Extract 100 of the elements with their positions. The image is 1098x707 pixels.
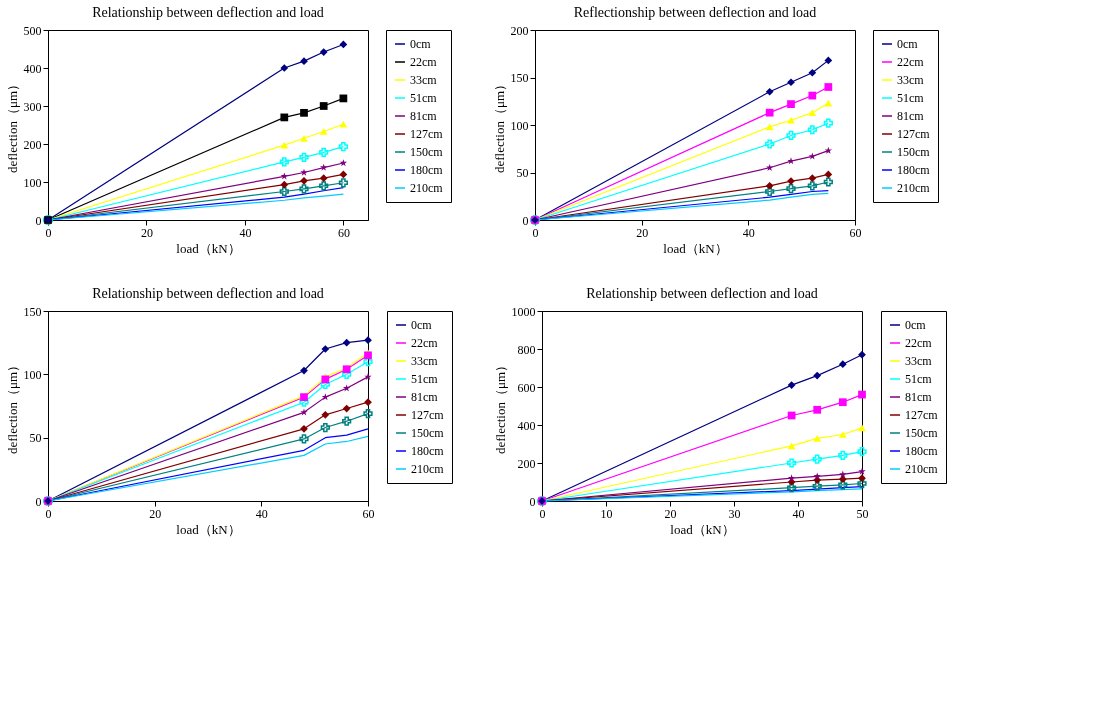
point	[339, 40, 348, 49]
point	[786, 184, 796, 194]
point	[765, 186, 775, 197]
y-tick-label: 200	[23, 137, 42, 152]
point	[339, 170, 348, 179]
point	[342, 416, 352, 426]
point	[838, 475, 847, 484]
point	[342, 404, 351, 413]
point	[838, 480, 848, 490]
point	[280, 64, 289, 72]
point	[765, 108, 774, 117]
point	[300, 176, 308, 185]
x-tick-label: 40	[742, 225, 755, 240]
point	[765, 123, 774, 131]
point	[807, 125, 817, 135]
point	[823, 118, 833, 128]
x-tick-label: 0	[45, 506, 52, 521]
point	[339, 120, 348, 128]
y-tick-label: 50	[516, 166, 529, 180]
legend-label: 0cm	[905, 318, 927, 332]
x-tick-label: 20	[149, 506, 162, 521]
point	[319, 48, 328, 56]
y-axis-title: deflection（μm）	[492, 358, 508, 455]
point	[787, 381, 796, 389]
x-tick-label: 20	[636, 225, 649, 240]
point	[838, 360, 847, 369]
point	[787, 100, 795, 108]
point	[813, 434, 822, 442]
point	[300, 424, 308, 433]
y-tick-label: 800	[517, 342, 536, 357]
legend-label: 150cm	[411, 426, 445, 440]
x-axis-title: load（kN）	[670, 521, 735, 537]
legend-label: 51cm	[897, 91, 925, 105]
y-axis-title: deflection（μm）	[4, 77, 20, 174]
point	[319, 128, 328, 135]
point	[342, 338, 351, 347]
chart-title: Relationship between deflection and load	[92, 286, 324, 301]
point	[300, 366, 308, 375]
point	[765, 163, 774, 171]
point	[338, 178, 349, 188]
legend-label: 150cm	[897, 145, 931, 159]
x-tick-label: 0	[539, 506, 546, 521]
point	[786, 130, 796, 141]
point	[824, 99, 833, 107]
point	[823, 177, 833, 187]
x-tick-label: 20	[140, 225, 153, 240]
y-tick-label: 1000	[511, 304, 536, 319]
point	[808, 152, 817, 160]
legend-label: 210cm	[897, 181, 931, 195]
point	[765, 181, 774, 190]
legend-label: 0cm	[411, 318, 433, 332]
legend-label: 81cm	[897, 109, 925, 123]
point	[857, 446, 867, 457]
point	[824, 146, 833, 154]
point	[280, 113, 289, 122]
point	[808, 68, 817, 77]
legend-label: 51cm	[411, 372, 439, 386]
legend-label: 51cm	[905, 372, 933, 386]
point	[813, 472, 821, 480]
point	[300, 108, 308, 117]
point	[299, 184, 309, 194]
y-axis-title: deflection（μm）	[4, 358, 20, 455]
legend-label: 127cm	[411, 408, 445, 422]
legend-label: 180cm	[897, 163, 931, 177]
point	[320, 163, 328, 171]
point	[279, 186, 289, 197]
legend-label: 210cm	[411, 462, 445, 476]
point	[765, 139, 775, 149]
x-axis-title: load（kN）	[663, 240, 728, 256]
legend-label: 180cm	[410, 163, 444, 177]
point	[363, 408, 373, 419]
legend-label: 180cm	[905, 444, 939, 458]
y-tick-label: 100	[510, 118, 529, 133]
point	[300, 134, 308, 142]
legend-label: 150cm	[410, 145, 444, 159]
point	[321, 345, 330, 353]
legend-label: 81cm	[410, 109, 438, 123]
point	[858, 390, 866, 399]
point	[839, 470, 847, 478]
point	[838, 398, 847, 407]
y-tick-label: 100	[23, 367, 42, 382]
point	[319, 174, 328, 183]
point	[319, 102, 328, 110]
point	[321, 410, 330, 419]
y-tick-label: 300	[23, 99, 42, 114]
point	[787, 157, 795, 165]
point	[824, 83, 833, 91]
legend-label: 33cm	[897, 73, 925, 87]
point	[280, 172, 288, 180]
point	[787, 442, 796, 450]
x-tick-label: 10	[600, 506, 613, 521]
point	[858, 350, 866, 359]
point	[765, 87, 774, 96]
point	[808, 91, 817, 100]
legend-label: 0cm	[897, 37, 919, 51]
y-tick-label: 400	[517, 418, 536, 433]
point	[858, 467, 866, 475]
point	[319, 147, 329, 157]
y-tick-label: 0	[35, 494, 42, 509]
chart-title: Relationship between deflection and load	[92, 5, 324, 20]
